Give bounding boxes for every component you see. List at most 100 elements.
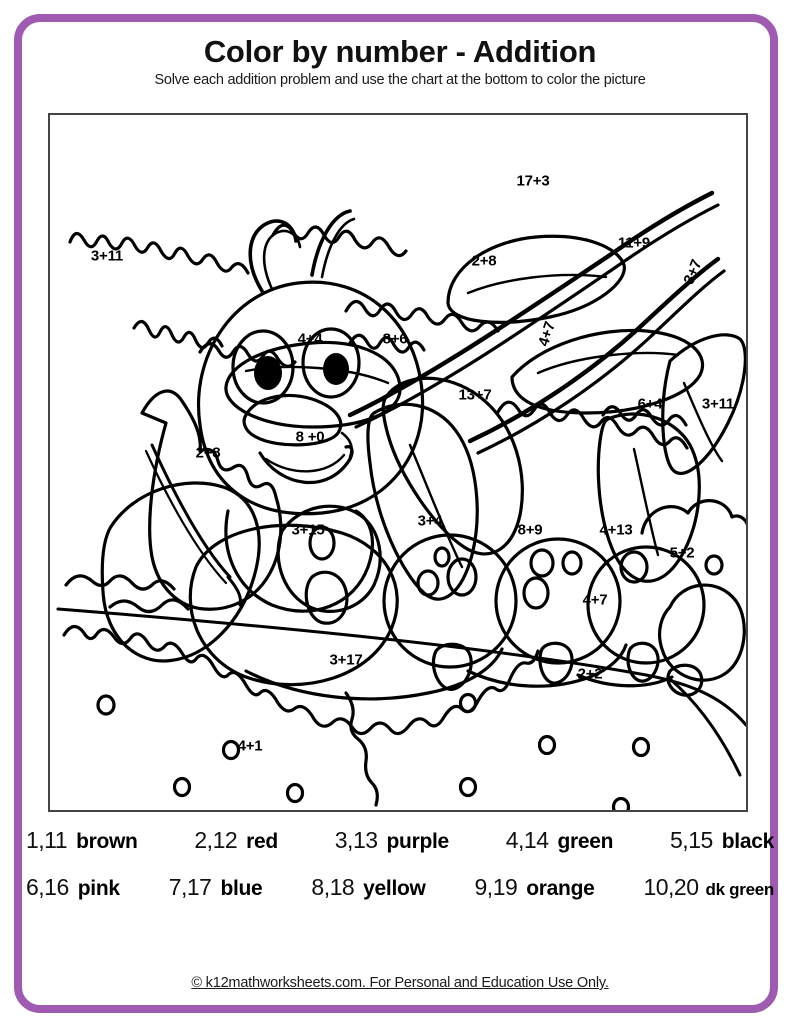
- problem-label: 2+2: [577, 665, 603, 683]
- pebble-6: [458, 692, 478, 714]
- pebble-1: [96, 694, 116, 716]
- bush-outline-top-left: [68, 231, 250, 275]
- problem-label: 17+3: [516, 172, 550, 190]
- problem-label: 6+4: [637, 395, 663, 413]
- color-key-numbers: 2,12: [194, 827, 238, 853]
- caterpillar-eye-right-pupil: [323, 353, 349, 385]
- caterpillar-spot-c: [433, 546, 451, 568]
- problem-label: 3+17: [329, 651, 363, 669]
- color-key-numbers: 9,19: [474, 874, 518, 900]
- caterpillar-shell-piece: [276, 504, 382, 613]
- leaf-vein-3-7: [682, 381, 724, 463]
- caterpillar-spot-i: [619, 550, 649, 584]
- color-key-color-name: purple: [386, 830, 450, 853]
- coloring-picture-frame: 3+11 17+3 2+8 11+9 3+7 4+4 8+6 4+7 13+7 6+4 3+11 2+…: [48, 113, 748, 812]
- problem-label: 3+11: [90, 247, 124, 265]
- caterpillar-eye-left-pupil: [254, 356, 282, 390]
- caterpillar-spot-h: [522, 576, 550, 610]
- leaf-shape-2-8-left: [100, 481, 261, 663]
- branch-secondary: [467, 256, 721, 444]
- caterpillar-antenna-right: [310, 209, 352, 277]
- caterpillar-segment-8-9: [494, 537, 622, 665]
- pebble-right-upper: [704, 554, 724, 576]
- leaf-vein-foreground-left: [150, 443, 232, 579]
- color-key-numbers: 6,16: [26, 874, 69, 900]
- caterpillar-segment-3-15: [188, 523, 399, 687]
- color-key-numbers: 10,20: [643, 874, 699, 900]
- color-key-item: 6,16 pink: [26, 874, 120, 901]
- problem-label: 13+7: [458, 386, 492, 404]
- pebble-3: [172, 776, 192, 798]
- color-key-numbers: 8,18: [311, 874, 355, 900]
- problem-label: 11+9: [617, 234, 651, 252]
- caterpillar-nose: [242, 393, 343, 447]
- caterpillar-mouth-corner: [340, 431, 353, 459]
- coloring-artwork: [56, 190, 746, 810]
- caterpillar-belly-1: [244, 647, 504, 701]
- color-key-color-name: green: [557, 830, 614, 853]
- leaf-shape-13-7: [381, 376, 524, 556]
- leaf-vein-11-9: [536, 351, 680, 375]
- leaf-vein-6-4: [632, 447, 660, 557]
- color-key: 1,11 brown 2,12 red 3,13 purple 4,14 green 5,15 b…: [0, 827, 800, 921]
- color-key-item: 4,14 green: [505, 827, 614, 854]
- leaf-shape-11-9: [510, 328, 705, 415]
- bush-outline-bottom-left-2: [108, 598, 190, 614]
- caterpillar-spot-e: [446, 557, 478, 597]
- caterpillar-antenna-right-inner: [320, 217, 356, 279]
- color-key-color-name: brown: [76, 830, 138, 853]
- color-key-numbers: 4,14: [505, 827, 549, 853]
- problem-label: 8 +0: [295, 428, 325, 446]
- caterpillar-spot-g: [561, 550, 583, 576]
- problem-label: 8+6: [382, 330, 408, 348]
- caterpillar-belly-2: [466, 643, 628, 688]
- leaf-vein-17-3: [466, 273, 608, 295]
- color-key-row-1: 1,11 brown 2,12 red 3,13 purple 4,14 green 5,15 b…: [0, 827, 800, 874]
- pebble-2: [221, 739, 241, 761]
- branch-main: [347, 190, 715, 418]
- pebble-4: [285, 782, 305, 804]
- branch-main-edge: [354, 203, 720, 429]
- caterpillar-segment-4-13: [586, 545, 706, 665]
- color-key-color-name: pink: [77, 877, 120, 900]
- problem-label: 3+4: [417, 512, 443, 530]
- problem-label: 5+2: [669, 544, 695, 562]
- color-key-numbers: 5,15: [670, 827, 713, 853]
- bush-behind-tail: [640, 499, 746, 535]
- color-key-row-2: 6,16 pink 7,17 blue 8,18 yellow 9,19 orange 10,2…: [0, 874, 800, 921]
- color-key-color-name: black: [721, 830, 775, 853]
- problem-label: 4+13: [599, 521, 633, 539]
- pebble-9: [611, 796, 631, 810]
- caterpillar-head: [197, 280, 425, 516]
- problem-label: 2+8: [471, 252, 497, 270]
- caterpillar-leg-2: [538, 641, 574, 685]
- problem-label: 3+15: [291, 521, 325, 539]
- color-key-item: 5,15 black: [670, 827, 774, 854]
- caterpillar-eye-left-outline: [231, 329, 295, 405]
- problem-label: 4+1: [237, 737, 263, 755]
- color-key-item: 10,20 dk green: [643, 874, 774, 901]
- caterpillar-segment-5-2: [657, 583, 746, 682]
- color-key-numbers: 3,13: [334, 827, 378, 853]
- leaf-vein-foreground-left-2: [144, 449, 228, 585]
- problem-label: 4+4: [297, 330, 323, 348]
- caterpillar-spot-d: [416, 569, 440, 597]
- caterpillar-spot-f: [529, 548, 555, 578]
- caterpillar-antenna-left-inner: [262, 229, 302, 291]
- leaf-shape-foreground-left: [140, 389, 283, 611]
- ground-right-slope: [668, 677, 742, 777]
- color-key-item: 3,13 purple: [335, 827, 449, 854]
- leaf-shape-2-8: [224, 340, 402, 429]
- leaf-vein-4-7: [408, 443, 464, 569]
- color-key-color-name: red: [246, 830, 278, 853]
- color-key-color-name: dk green: [705, 880, 775, 899]
- color-key-item: 7,17 blue: [169, 874, 263, 901]
- pebble-7: [537, 734, 557, 756]
- problem-label: 2+8: [195, 444, 221, 462]
- color-key-item: 9,19 orange: [475, 874, 595, 901]
- problem-label: 8+9: [517, 521, 543, 539]
- bush-outline-center-left: [198, 342, 297, 368]
- page-subtitle: Solve each addition problem and use the …: [154, 72, 646, 88]
- footer-credit: © k12mathworksheets.com. For Personal an…: [0, 975, 800, 991]
- bush-outline-bottom-left: [64, 574, 176, 591]
